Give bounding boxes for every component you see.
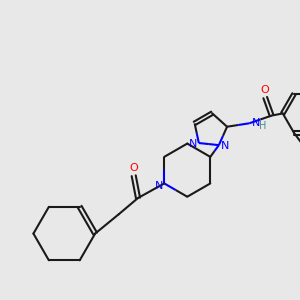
Text: O: O xyxy=(129,163,138,173)
Text: N: N xyxy=(251,118,260,128)
Text: N: N xyxy=(221,141,229,151)
Text: N: N xyxy=(189,139,197,149)
Text: O: O xyxy=(261,85,270,95)
Text: H: H xyxy=(259,121,266,131)
Text: N: N xyxy=(155,181,163,190)
